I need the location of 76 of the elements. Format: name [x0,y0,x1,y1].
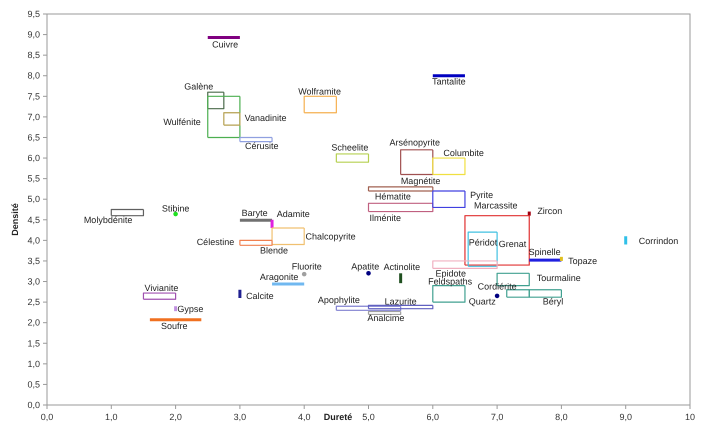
y-tick-label: 9,5 [27,9,40,19]
y-tick-label: 6,0 [27,153,40,164]
y-tick-label: 8,0 [27,70,40,81]
annotation: Chalcopyrite [306,231,356,242]
annotation: Wolframite [298,86,342,96]
y-tick-label: 0,5 [27,379,40,390]
y-tick-label: 7,0 [27,112,40,122]
annotation: Apatite [351,261,380,272]
y-tick-label: 5,0 [27,194,40,204]
annotation: Vivianite [144,283,178,294]
annotation: Quartz [468,296,496,306]
annotation: Molybdénite [84,215,132,226]
y-tick-label: 3,5 [27,256,40,266]
annotation: Apophylite [318,295,360,306]
y-tick-label: 1,0 [27,358,40,369]
annotation: Blende [260,246,288,256]
x-tick-label: 7,0 [490,412,504,422]
annotation: Tourmaline [536,273,581,284]
x-tick-label: 8,0 [555,412,568,422]
annotation: Pyrite [470,190,494,200]
annotation: Fluorite [292,261,322,272]
x-tick-label: 2,0 [169,412,182,422]
annotation: Cuivre [212,39,238,50]
y-tick-label: 7,5 [27,91,40,102]
y-axis-title: Densité [10,203,20,236]
annotation: Baryte [242,208,268,218]
y-tick-label: 8,5 [27,50,40,60]
x-tick-label: 4,0 [298,412,310,422]
annotation: Zircon [537,206,562,216]
annotation: Hématite [374,191,411,202]
annotation: Galène [184,81,214,92]
annotation: Aragonite [260,272,298,282]
annotation: Cordiérite [478,281,517,292]
annotation: Célestine [196,237,234,248]
y-tick-label: 0,0 [27,400,40,410]
annotation: Béryl [542,296,564,306]
y-tick-label: 1,5 [27,338,40,348]
annotation: Cérusite [245,141,279,152]
annotation: Lazurite [384,296,417,306]
annotation: Gypse [177,304,204,314]
x-tick-label: 9,0 [619,412,632,422]
y-tick-label: 5,5 [27,174,40,184]
annotation: Soufre [161,320,188,331]
annotation: Vanadinite [244,113,287,124]
y-tick-label: 3,0 [27,276,40,287]
y-tick-label: 6,5 [27,132,40,142]
annotation: Magnétite [400,176,440,186]
x-tick-label: 5,0 [362,412,375,422]
annotation: Corrindon [638,236,678,246]
annotation: Wulfénite [163,117,201,128]
annotation: Calcite [246,290,274,301]
annotation: Topaze [568,256,598,266]
y-tick-label: 4,5 [27,214,40,225]
annotation: Actinolite [384,262,420,272]
x-tick-label: 10 [684,412,696,422]
annotation: Marcassite [474,200,518,210]
annotation: Adamite [276,209,310,220]
annotation: Analcime [367,313,404,324]
annotation: Tantalite [432,76,466,86]
y-tick-label: 2,5 [27,297,40,308]
annotation: Epidote [436,268,466,278]
annotation: Ilménite [369,213,401,224]
annotation: Grenat [498,239,527,250]
x-tick-label: 6,0 [426,412,440,422]
y-tick-label: 9,0 [27,30,40,40]
annotation: Scheelite [331,142,368,152]
x-tick-label: 0,0 [40,412,54,422]
annotation: Arsénopyrite [390,137,440,148]
x-tick-label: 3,0 [234,412,246,422]
x-axis-title: Dureté [324,412,352,422]
annotation: Feldspaths [428,276,473,287]
x-tick-label: 1,0 [105,412,118,422]
y-tick-label: 2,0 [27,318,40,328]
y-tick-label: 4,0 [27,235,40,246]
annotation: Stibine [162,203,190,214]
annotation: Columbite [443,148,484,158]
